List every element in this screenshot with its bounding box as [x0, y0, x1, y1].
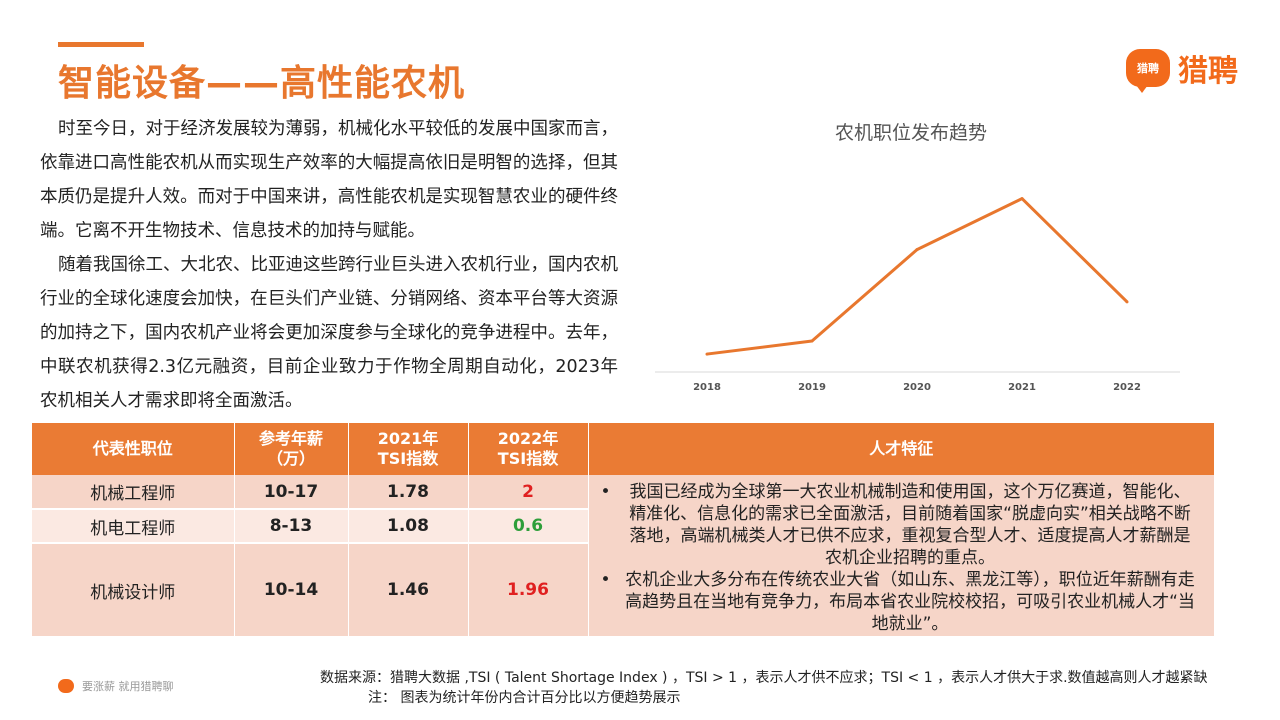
header-tsi-2022: 2022年 TSI指数: [468, 423, 589, 475]
footer-slogan: 要涨薪 就用猎聘聊: [82, 680, 174, 693]
liepin-logo: 猎聘 猎聘: [1126, 46, 1238, 93]
trend-chart: 农机职位发布趋势 2018 2019 2020 2021 2022: [650, 112, 1190, 402]
trait-item: 农机企业大多分布在传统农业大省（如山东、黑龙江等），职位近年薪酬有走高趋势且在当…: [597, 569, 1198, 635]
cell-tsi-2021: 1.46: [348, 543, 469, 638]
data-point: [1020, 197, 1024, 201]
data-point: [705, 352, 709, 356]
header-position: 代表性职位: [32, 423, 235, 475]
data-point: [915, 248, 919, 252]
cell-position: 机电工程师: [32, 509, 235, 544]
data-source: 数据来源：猎聘大数据 ,TSI ( Talent Shortage Index …: [320, 668, 1208, 708]
data-point: [810, 339, 814, 343]
cell-tsi-2022: 1.96: [468, 543, 589, 638]
cell-traits: 我国已经成为全球第一大农业机械制造和使用国，这个万亿赛道，智能化、精准化、信息化…: [588, 475, 1215, 638]
position-table: 代表性职位 参考年薪 （万） 2021年 TSI指数 2022年 TSI指数 人才特征…: [32, 423, 1215, 638]
cell-salary: 10-14: [234, 543, 349, 638]
cell-tsi-2022: 2: [468, 475, 589, 510]
chart-title: 农机职位发布趋势: [835, 122, 987, 144]
cell-tsi-2022: 0.6: [468, 509, 589, 544]
table-header-row: 代表性职位 参考年薪 （万） 2021年 TSI指数 2022年 TSI指数 人才特征: [32, 423, 1214, 475]
table-row: 机械设计师 10-14 1.46 1.96: [32, 543, 1214, 638]
data-point: [1125, 300, 1129, 304]
header-traits: 人才特征: [588, 423, 1214, 475]
x-tick-label: 2021: [1008, 382, 1036, 393]
table-row: 机械工程师 10-17 1.78 2 我国已经成为全球第一大农业机械制造和使用国…: [32, 475, 1215, 638]
title-accent-bar: [58, 42, 144, 47]
logo-badge: 猎聘: [1126, 49, 1170, 93]
chat-bubble-icon: [58, 679, 74, 693]
footer-logo: 要涨薪 就用猎聘聊: [58, 678, 174, 694]
body-text: 时至今日，对于经济发展较为薄弱，机械化水平较低的发展中国家而言，依靠进口高性能农…: [40, 112, 618, 418]
header-tsi-2021: 2021年 TSI指数: [348, 423, 469, 475]
cell-salary: 8-13: [234, 509, 349, 544]
cell-tsi-2021: 1.78: [348, 475, 469, 510]
logo-text: 猎聘: [1178, 54, 1238, 89]
trend-chart-svg: 农机职位发布趋势 2018 2019 2020 2021 2022: [655, 122, 1180, 393]
paragraph-1: 时至今日，对于经济发展较为薄弱，机械化水平较低的发展中国家而言，依靠进口高性能农…: [40, 119, 618, 241]
source-text: 数据来源：猎聘大数据 ,TSI ( Talent Shortage Index …: [320, 670, 1208, 686]
cell-salary: 10-17: [234, 475, 349, 510]
cell-position: 机械工程师: [32, 475, 235, 510]
paragraph-2: 随着我国徐工、大北农、比亚迪这些跨行业巨头进入农机行业，国内农机行业的全球化速度…: [40, 255, 618, 411]
table-row: 机电工程师 8-13 1.08 0.6: [32, 509, 1214, 544]
trait-item: 我国已经成为全球第一大农业机械制造和使用国，这个万亿赛道，智能化、精准化、信息化…: [597, 481, 1198, 569]
cell-position: 机械设计师: [32, 543, 235, 638]
x-tick-label: 2018: [693, 382, 721, 393]
x-tick-label: 2019: [798, 382, 826, 393]
cell-tsi-2021: 1.08: [348, 509, 469, 544]
series-line: [706, 197, 1129, 356]
page-title: 智能设备——高性能农机: [58, 63, 466, 104]
x-tick-label: 2022: [1113, 382, 1141, 393]
header-salary: 参考年薪 （万）: [234, 423, 349, 475]
source-note: 注： 图表为统计年份内合计百分比以方便趋势展示: [368, 690, 681, 706]
x-tick-label: 2020: [903, 382, 931, 393]
